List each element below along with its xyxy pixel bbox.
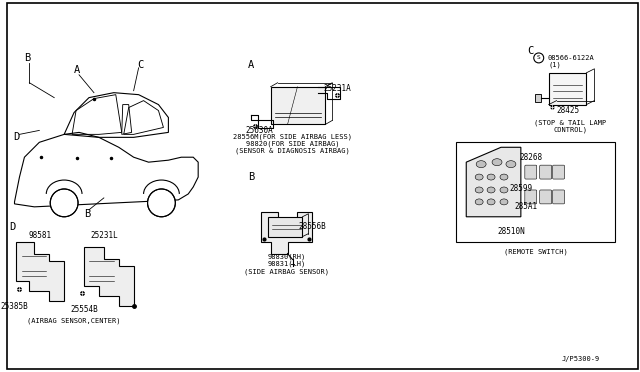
PathPatch shape [17, 241, 64, 301]
FancyBboxPatch shape [268, 217, 303, 237]
Text: C: C [138, 60, 144, 70]
Ellipse shape [500, 199, 508, 205]
Text: (SIDE AIRBAG SENSOR): (SIDE AIRBAG SENSOR) [244, 268, 329, 275]
PathPatch shape [84, 247, 134, 306]
FancyBboxPatch shape [271, 87, 325, 125]
Text: 28268: 28268 [519, 153, 542, 162]
Bar [456, 142, 615, 241]
Text: J/P5300-9: J/P5300-9 [562, 356, 600, 362]
Text: 28510N: 28510N [497, 227, 525, 236]
Text: 98831(LH): 98831(LH) [268, 260, 306, 267]
Text: (AIRBAG SENSOR,CENTER): (AIRBAG SENSOR,CENTER) [28, 318, 121, 324]
Text: 28556M(FOR SIDE AIRBAG LESS): 28556M(FOR SIDE AIRBAG LESS) [233, 133, 352, 140]
Text: C: C [527, 46, 534, 56]
Circle shape [51, 189, 78, 217]
Text: D: D [13, 132, 20, 142]
FancyBboxPatch shape [552, 190, 564, 204]
Text: B: B [84, 209, 90, 219]
Text: A: A [74, 65, 80, 75]
Text: 08566-6122A: 08566-6122A [548, 55, 595, 61]
Text: B: B [248, 172, 254, 182]
Circle shape [534, 53, 544, 63]
PathPatch shape [260, 212, 312, 253]
Text: 28599: 28599 [509, 185, 532, 193]
Text: 25630A: 25630A [246, 126, 274, 135]
Text: 25554B: 25554B [70, 305, 98, 314]
FancyBboxPatch shape [540, 190, 552, 204]
Text: B: B [24, 53, 31, 63]
Text: (SENSOR & DIAGNOSIS AIRBAG): (SENSOR & DIAGNOSIS AIRBAG) [235, 147, 350, 154]
Ellipse shape [475, 187, 483, 193]
PathPatch shape [467, 147, 521, 217]
Text: 25231L: 25231L [90, 231, 118, 240]
FancyBboxPatch shape [525, 165, 537, 179]
Bar [535, 94, 541, 102]
Ellipse shape [475, 199, 483, 205]
Text: D: D [10, 222, 15, 232]
Text: 98820(FOR SIDE AIRBAG): 98820(FOR SIDE AIRBAG) [246, 140, 339, 147]
Text: 98581: 98581 [29, 231, 52, 240]
Text: CONTROL): CONTROL) [554, 126, 588, 133]
FancyBboxPatch shape [548, 73, 586, 105]
Text: 285A1: 285A1 [515, 202, 538, 211]
FancyBboxPatch shape [540, 165, 552, 179]
Text: 25231A: 25231A [323, 84, 351, 93]
Ellipse shape [475, 174, 483, 180]
Text: 98830(RH): 98830(RH) [268, 253, 306, 260]
FancyBboxPatch shape [552, 165, 564, 179]
Text: S: S [537, 55, 541, 60]
Text: 28556B: 28556B [298, 222, 326, 231]
Text: 25385B: 25385B [1, 302, 28, 311]
Ellipse shape [500, 174, 508, 180]
Ellipse shape [487, 199, 495, 205]
Ellipse shape [492, 159, 502, 166]
Ellipse shape [500, 187, 508, 193]
Circle shape [148, 189, 175, 217]
Ellipse shape [476, 161, 486, 168]
Text: (REMOTE SWITCH): (REMOTE SWITCH) [504, 248, 568, 255]
Text: (STOP & TAIL LAMP: (STOP & TAIL LAMP [534, 119, 607, 126]
Ellipse shape [487, 174, 495, 180]
FancyBboxPatch shape [525, 190, 537, 204]
Ellipse shape [506, 161, 516, 168]
Text: (1): (1) [548, 62, 561, 68]
Ellipse shape [487, 187, 495, 193]
Text: 28425: 28425 [556, 106, 579, 115]
Text: A: A [248, 60, 254, 70]
